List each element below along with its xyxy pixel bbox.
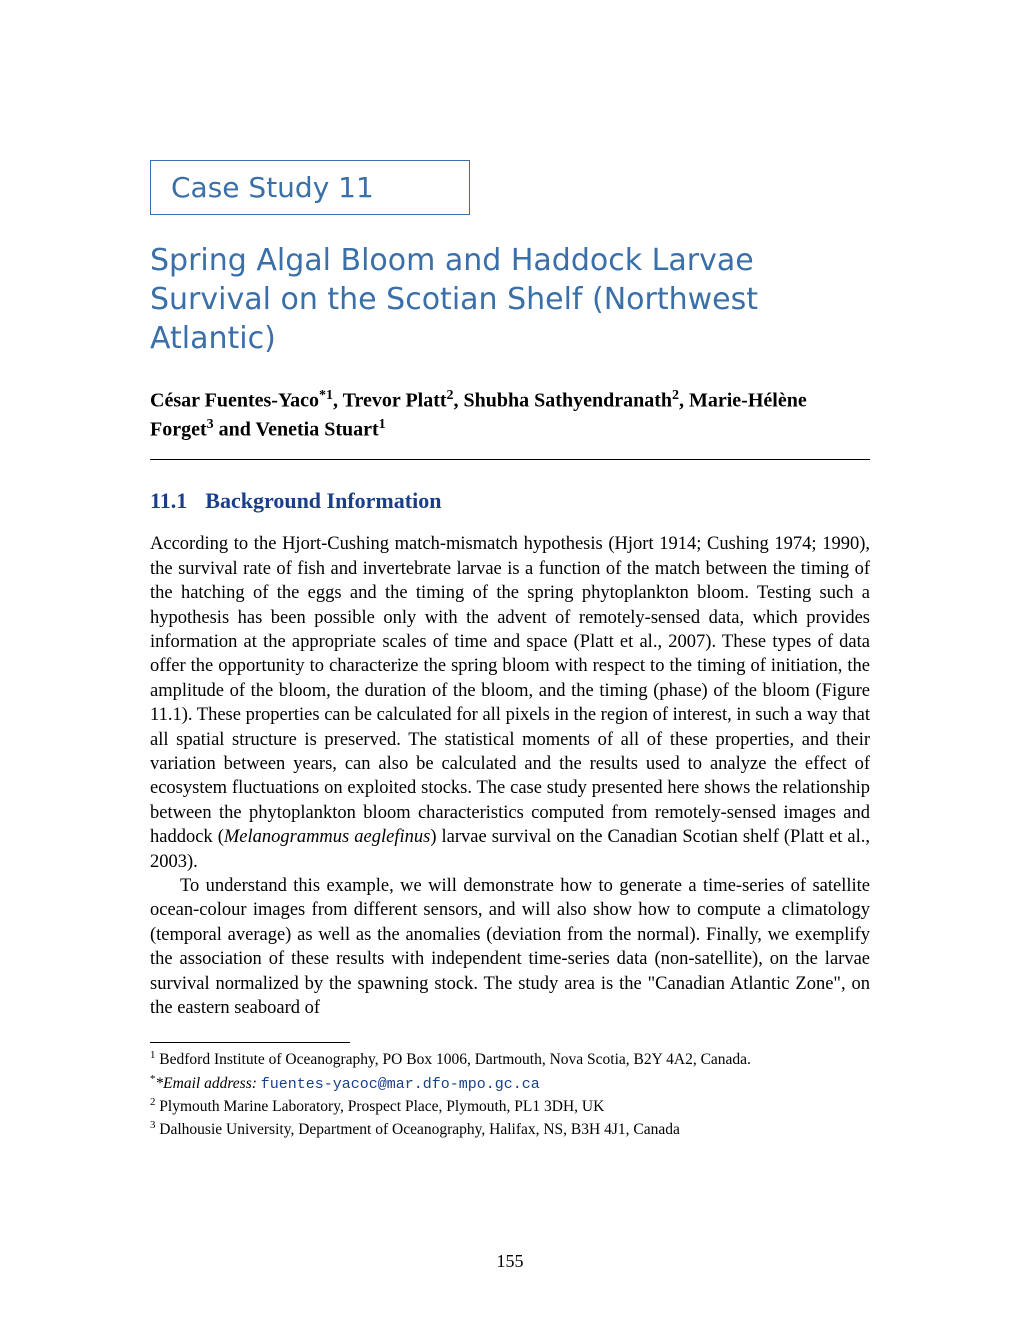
- footnote-1-text: Bedford Institute of Oceanography, PO Bo…: [159, 1052, 751, 1069]
- case-study-label: Case Study 11: [171, 171, 374, 204]
- paragraph-2: To understand this example, we will demo…: [150, 874, 870, 1020]
- section-number: 11.1: [150, 488, 187, 513]
- section-title: Background Information: [205, 488, 441, 513]
- authors-line: César Fuentes-Yaco*1, Trevor Platt2, Shu…: [150, 386, 870, 443]
- footnote-marker-1: 1: [150, 1049, 155, 1061]
- page-number: 155: [0, 1251, 1020, 1272]
- footnote-marker-3: 3: [150, 1119, 155, 1131]
- chapter-title: Spring Algal Bloom and Haddock Larvae Su…: [150, 241, 870, 358]
- footnote-email: **Email address: fuentes-yacoc@mar.dfo-m…: [150, 1072, 870, 1095]
- footnote-marker-2: 2: [150, 1096, 155, 1108]
- footnote-rule: [150, 1042, 350, 1043]
- page: Case Study 11 Spring Algal Bloom and Had…: [0, 0, 1020, 1320]
- footnote-email-address: fuentes-yacoc@mar.dfo-mpo.gc.ca: [261, 1076, 540, 1093]
- paragraph-1: According to the Hjort-Cushing match-mis…: [150, 532, 870, 874]
- footnote-1: 1 Bedford Institute of Oceanography, PO …: [150, 1048, 870, 1071]
- footnote-2: 2 Plymouth Marine Laboratory, Prospect P…: [150, 1095, 870, 1118]
- footnote-3-text: Dalhousie University, Department of Ocea…: [159, 1121, 680, 1138]
- section-heading: 11.1 Background Information: [150, 488, 870, 514]
- footnote-email-label: *Email address:: [155, 1075, 260, 1092]
- footnotes: 1 Bedford Institute of Oceanography, PO …: [150, 1048, 870, 1141]
- footnote-3: 3 Dalhousie University, Department of Oc…: [150, 1118, 870, 1141]
- title-rule: [150, 459, 870, 460]
- case-study-box: Case Study 11: [150, 160, 470, 215]
- footnote-2-text: Plymouth Marine Laboratory, Prospect Pla…: [159, 1098, 604, 1115]
